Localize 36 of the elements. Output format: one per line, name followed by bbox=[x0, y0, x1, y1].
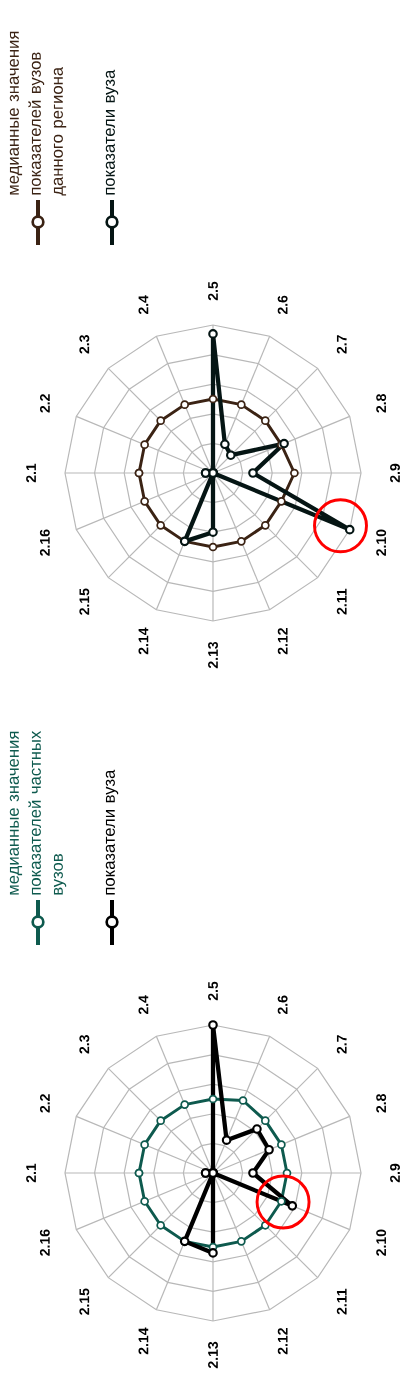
text: медианные значения показателей частных вузов bbox=[9, 730, 67, 895]
spoke-label: 2.16 bbox=[39, 1229, 50, 1256]
spoke-label: 2.1 bbox=[26, 463, 36, 483]
spoke-label: 2.1 bbox=[26, 1163, 36, 1183]
spoke-label: 2.5 bbox=[208, 281, 218, 301]
spoke-label: 2.8 bbox=[376, 394, 387, 413]
spoke-label: 2.11 bbox=[336, 588, 347, 615]
spoke-label: 2.2 bbox=[39, 394, 50, 413]
text: показатели вуза bbox=[105, 769, 119, 895]
spoke-label: 2.13 bbox=[208, 1341, 218, 1369]
spoke-label: 2.10 bbox=[376, 1229, 387, 1256]
spoke-label: 2.16 bbox=[39, 529, 50, 556]
text: медианные значения показателей вузов данного региона bbox=[9, 31, 67, 196]
spoke-label: 2.10 bbox=[376, 529, 387, 556]
spoke-label: 2.13 bbox=[208, 641, 218, 669]
spoke-label: 2.6 bbox=[277, 995, 288, 1015]
spoke-label: 2.9 bbox=[390, 463, 400, 483]
spoke-label: 2.3 bbox=[79, 1035, 90, 1054]
spoke-label: 2.15 bbox=[79, 1288, 90, 1315]
spoke-label: 2.12 bbox=[277, 1328, 288, 1355]
spoke-label: 2.4 bbox=[138, 995, 149, 1015]
spoke-label: 2.14 bbox=[138, 1327, 149, 1355]
spoke-label: 2.2 bbox=[39, 1094, 50, 1113]
text: показатели вуза bbox=[105, 69, 119, 195]
spoke-label: 2.7 bbox=[336, 335, 347, 354]
spoke-label: 2.11 bbox=[336, 1288, 347, 1315]
spoke-label: 2.8 bbox=[376, 1094, 387, 1113]
spoke-label: 2.3 bbox=[79, 335, 90, 354]
spoke-label: 2.15 bbox=[79, 588, 90, 615]
spoke-label: 2.6 bbox=[277, 295, 288, 315]
spoke-label: 2.14 bbox=[138, 627, 149, 655]
spoke-label: 2.5 bbox=[208, 981, 218, 1001]
spoke-label: 2.4 bbox=[138, 295, 149, 315]
spoke-label: 2.9 bbox=[390, 1163, 400, 1183]
spoke-label: 2.7 bbox=[336, 1035, 347, 1054]
spoke-label: 2.12 bbox=[277, 628, 288, 655]
